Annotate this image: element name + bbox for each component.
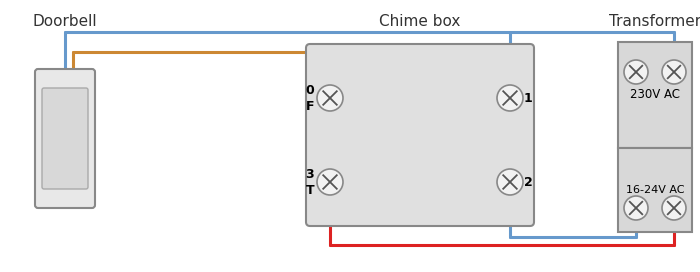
Text: F: F <box>306 100 314 113</box>
Circle shape <box>624 60 648 84</box>
FancyBboxPatch shape <box>306 44 534 226</box>
Circle shape <box>497 85 523 111</box>
Text: 0: 0 <box>306 84 314 97</box>
Text: Transformer: Transformer <box>609 14 700 29</box>
Text: 16-24V AC: 16-24V AC <box>626 185 685 195</box>
Text: 2: 2 <box>524 175 533 188</box>
FancyBboxPatch shape <box>42 88 88 189</box>
Circle shape <box>497 169 523 195</box>
FancyBboxPatch shape <box>35 69 95 208</box>
Circle shape <box>662 60 686 84</box>
Circle shape <box>317 169 343 195</box>
Text: 1: 1 <box>524 91 533 104</box>
Text: 230V AC: 230V AC <box>630 88 680 101</box>
Circle shape <box>624 196 648 220</box>
Circle shape <box>662 196 686 220</box>
Text: Doorbell: Doorbell <box>33 14 97 29</box>
Circle shape <box>317 85 343 111</box>
Text: T: T <box>306 184 314 196</box>
Text: 3: 3 <box>306 168 314 181</box>
Text: Chime box: Chime box <box>379 14 461 29</box>
Bar <box>618 42 692 148</box>
Bar <box>618 148 692 232</box>
